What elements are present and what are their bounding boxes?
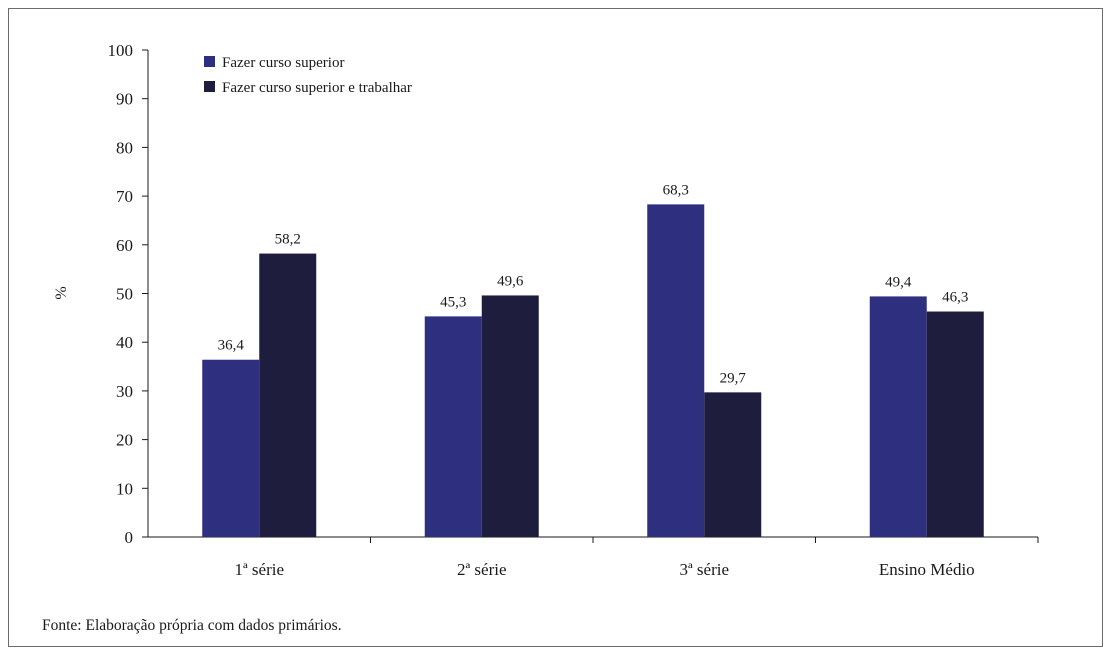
data-label: 58,2 xyxy=(275,232,301,248)
x-tick-label: 1ª série xyxy=(234,560,284,579)
bar xyxy=(481,295,539,537)
bar xyxy=(647,204,705,537)
y-axis-title: % xyxy=(53,286,70,299)
bar xyxy=(926,311,984,537)
y-tick-label: 70 xyxy=(116,187,133,206)
source-note: Fonte: Elaboração própria com dados prim… xyxy=(42,617,342,634)
y-tick-label: 30 xyxy=(116,382,133,401)
bar xyxy=(259,253,317,538)
data-label: 36,4 xyxy=(218,338,245,354)
y-tick-label: 90 xyxy=(116,90,133,109)
y-tick-label: 60 xyxy=(116,236,133,255)
y-tick-label: 0 xyxy=(125,528,134,547)
bar xyxy=(202,359,260,537)
y-tick-label: 20 xyxy=(116,431,133,450)
legend-label: Fazer curso superior e trabalhar xyxy=(222,80,412,96)
legend-label: Fazer curso superior xyxy=(222,55,344,71)
data-label: 68,3 xyxy=(663,182,689,198)
x-tick-label: Ensino Médio xyxy=(879,560,975,579)
legend-swatch xyxy=(204,56,215,67)
x-tick-label: 2ª série xyxy=(457,560,507,579)
y-tick-label: 40 xyxy=(116,333,133,352)
bar xyxy=(869,296,927,537)
y-tick-label: 50 xyxy=(116,285,133,304)
data-label: 45,3 xyxy=(440,294,466,310)
bar xyxy=(704,392,762,537)
y-tick-label: 10 xyxy=(116,479,133,498)
legend-swatch xyxy=(204,81,215,92)
y-tick-label: 80 xyxy=(116,138,133,157)
y-tick-label: 100 xyxy=(108,41,134,60)
data-label: 46,3 xyxy=(942,290,968,306)
x-tick-label: 3ª série xyxy=(679,560,729,579)
data-label: 29,7 xyxy=(720,370,747,386)
data-label: 49,6 xyxy=(497,273,524,289)
bars: 36,4 58,2 45,3 49,6 68,3 29,7 49,4 46,3 xyxy=(202,182,984,538)
data-label: 49,4 xyxy=(885,274,912,290)
legend: Fazer curso superior Fazer curso superior… xyxy=(204,55,412,96)
bar xyxy=(424,316,482,537)
